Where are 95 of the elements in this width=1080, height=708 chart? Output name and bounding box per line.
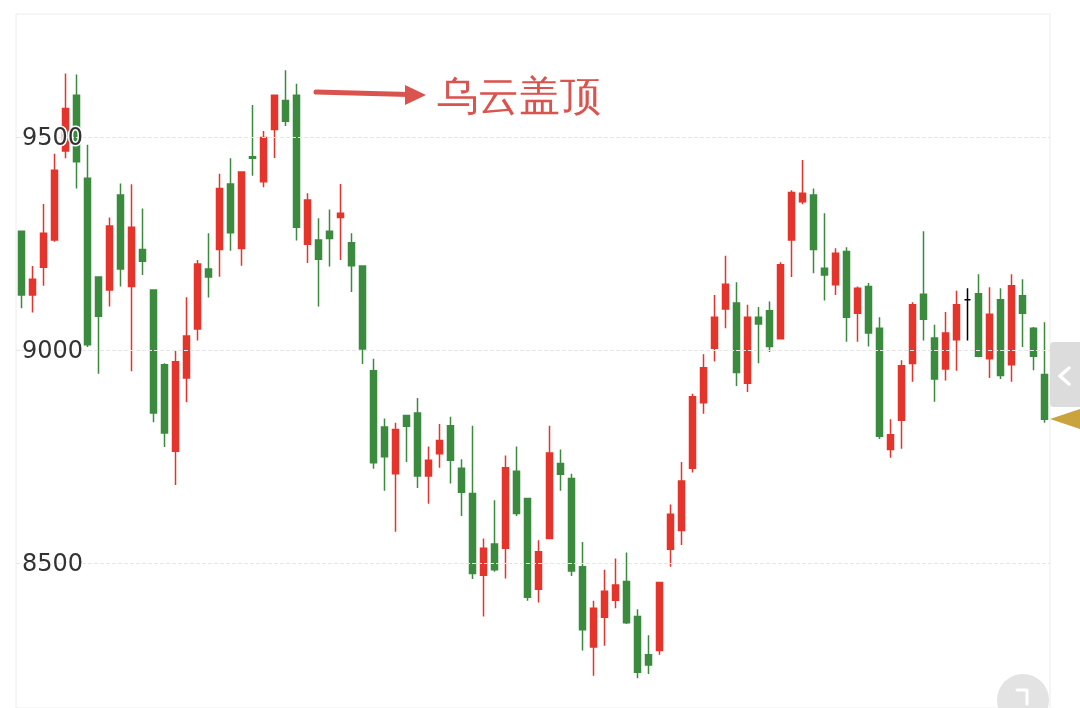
candlestick xyxy=(611,557,620,610)
candlestick xyxy=(94,276,103,375)
candlestick xyxy=(589,599,598,677)
candlestick xyxy=(39,203,48,287)
candlestick xyxy=(50,152,59,243)
candlestick xyxy=(226,157,235,252)
candlestick xyxy=(347,232,356,293)
candlestick xyxy=(776,261,785,340)
candlestick xyxy=(17,230,26,309)
candlestick xyxy=(292,83,301,242)
candlestick xyxy=(622,551,631,625)
candlestick xyxy=(1029,326,1038,372)
candlestick xyxy=(842,246,851,343)
candlestick xyxy=(446,416,455,485)
candlestick xyxy=(985,286,994,379)
candlestick xyxy=(479,537,488,618)
candlestick xyxy=(710,294,719,363)
candlestick xyxy=(1018,278,1027,348)
candlestick xyxy=(523,497,532,602)
candlestick xyxy=(644,634,653,675)
candlestick xyxy=(83,143,92,348)
candlestick xyxy=(358,264,367,365)
candlestick xyxy=(655,581,664,656)
candlestick xyxy=(765,300,774,353)
candlestick xyxy=(237,171,246,267)
candlestick xyxy=(677,461,686,546)
candlestick xyxy=(380,417,389,492)
candlestick xyxy=(853,285,862,343)
candlestick xyxy=(809,187,818,275)
candlestick xyxy=(875,316,884,440)
candlestick xyxy=(721,255,730,329)
candlestick xyxy=(413,397,422,489)
candlestick xyxy=(402,413,411,463)
candlestick xyxy=(193,259,202,342)
candlestick xyxy=(545,424,554,540)
candlestick xyxy=(512,445,521,517)
candlestick xyxy=(666,503,675,568)
candlestick xyxy=(820,212,829,302)
candlestick xyxy=(743,304,752,393)
candlestick xyxy=(204,232,213,299)
candlestick xyxy=(314,217,323,308)
candlestick xyxy=(105,216,114,308)
candlestick xyxy=(578,541,587,652)
candlestick xyxy=(600,568,609,647)
candlestick xyxy=(699,353,708,415)
candlestick xyxy=(897,359,906,450)
candlestick xyxy=(864,282,873,348)
candlestick xyxy=(303,192,312,264)
candlestick xyxy=(952,290,961,372)
candlestick xyxy=(160,362,169,448)
candlestick xyxy=(930,324,939,403)
candlestick xyxy=(149,289,158,424)
candlestick xyxy=(996,287,1005,380)
candlestick xyxy=(974,273,983,358)
candlestick xyxy=(325,208,334,268)
candlestick xyxy=(919,230,928,342)
candlestick xyxy=(28,265,37,314)
candlestick xyxy=(633,608,642,679)
candlestick xyxy=(787,189,796,278)
candlestick xyxy=(963,287,972,342)
candlestick xyxy=(501,454,510,580)
candlestick xyxy=(138,207,147,276)
y-tick-label: 8500 xyxy=(22,549,84,578)
candlestick xyxy=(391,421,400,533)
candlestick xyxy=(732,281,741,387)
candlestick xyxy=(534,539,543,604)
candlestick xyxy=(468,424,477,580)
candlestick xyxy=(369,358,378,470)
candlestick xyxy=(941,311,950,382)
candlestick xyxy=(259,130,268,189)
candlestick xyxy=(270,94,279,159)
candlestick xyxy=(281,69,290,127)
candlestick xyxy=(1040,321,1049,424)
candlestick xyxy=(754,306,763,364)
candlestick xyxy=(1007,273,1016,383)
candlestick xyxy=(424,445,433,505)
candlestick xyxy=(886,418,895,459)
candlestick xyxy=(688,393,697,474)
candlestick xyxy=(798,159,807,206)
candlestick xyxy=(908,301,917,383)
candlestick xyxy=(116,182,125,288)
candlestick xyxy=(127,183,136,372)
candlestick xyxy=(336,183,345,261)
candlestick xyxy=(248,104,257,177)
candlestick xyxy=(215,172,224,278)
candlestick xyxy=(435,423,444,469)
candlestick xyxy=(490,499,499,573)
candlestick xyxy=(831,247,840,296)
candlestick xyxy=(182,296,191,404)
candlestick xyxy=(171,350,180,486)
candlestick xyxy=(457,458,466,517)
candlestick xyxy=(567,473,576,577)
y-tick-label: 9000 xyxy=(22,336,84,365)
annotation: 乌云盖顶 xyxy=(437,72,601,119)
candlestick xyxy=(556,448,565,492)
